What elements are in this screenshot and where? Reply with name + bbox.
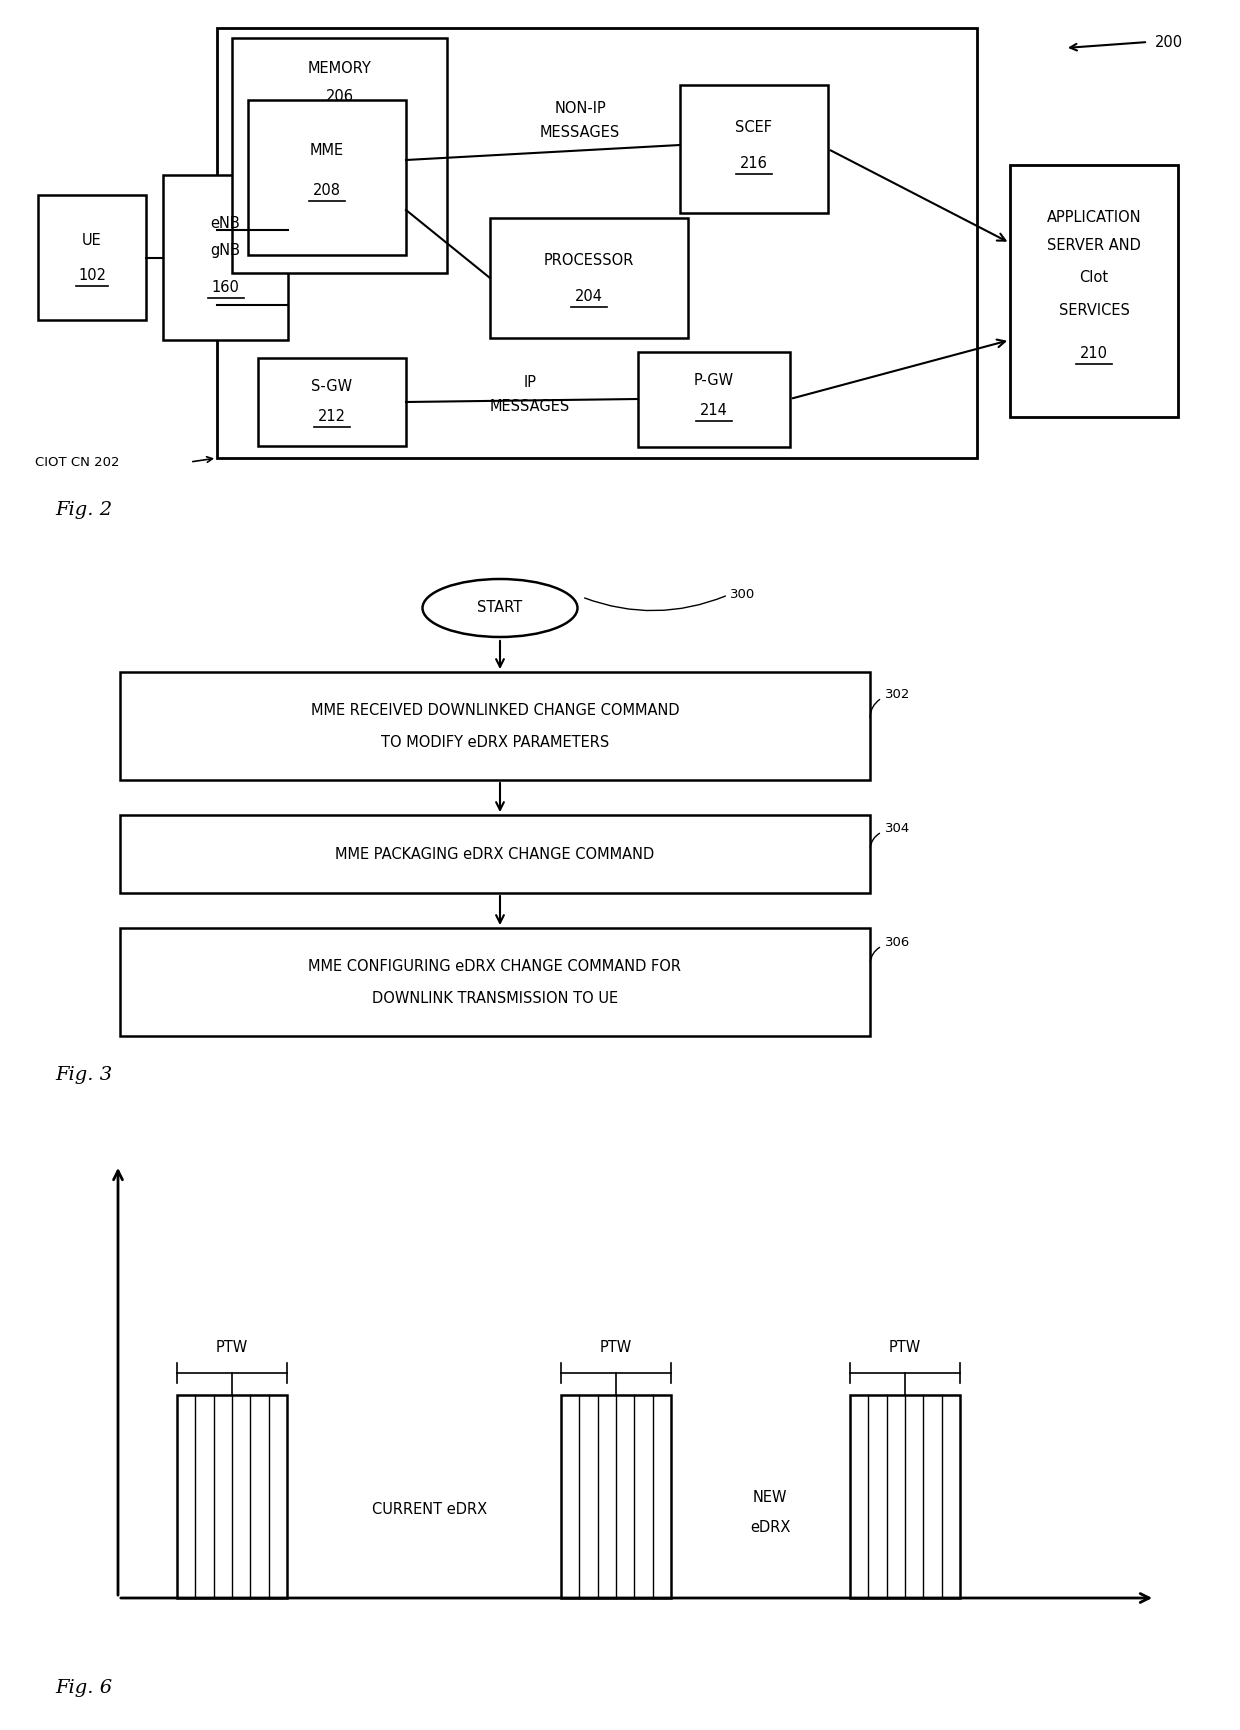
Bar xyxy=(680,85,828,213)
Bar xyxy=(258,358,405,446)
Text: MME: MME xyxy=(310,142,343,157)
Text: 210: 210 xyxy=(1080,346,1109,360)
Bar xyxy=(217,28,977,458)
Text: 214: 214 xyxy=(701,403,728,417)
Text: 102: 102 xyxy=(78,268,105,282)
Text: PTW: PTW xyxy=(600,1339,632,1355)
Bar xyxy=(490,218,688,337)
Text: CURRENT eDRX: CURRENT eDRX xyxy=(372,1502,487,1517)
Bar xyxy=(162,175,288,341)
Text: SERVER AND: SERVER AND xyxy=(1047,237,1141,253)
Text: MESSAGES: MESSAGES xyxy=(490,398,570,413)
Bar xyxy=(120,927,870,1036)
Text: 206: 206 xyxy=(325,88,353,104)
Bar xyxy=(248,100,405,254)
Ellipse shape xyxy=(423,580,578,637)
Text: 216: 216 xyxy=(740,156,768,171)
Bar xyxy=(177,1394,286,1599)
Text: START: START xyxy=(477,600,522,616)
Text: 208: 208 xyxy=(312,182,341,197)
Text: Fig. 2: Fig. 2 xyxy=(55,502,112,519)
Text: 212: 212 xyxy=(317,408,346,424)
Text: MME PACKAGING eDRX CHANGE COMMAND: MME PACKAGING eDRX CHANGE COMMAND xyxy=(335,846,655,862)
Text: NON-IP: NON-IP xyxy=(554,100,606,116)
Text: SERVICES: SERVICES xyxy=(1059,303,1130,318)
Text: Fig. 3: Fig. 3 xyxy=(55,1066,112,1085)
Text: CIot: CIot xyxy=(1080,270,1109,284)
Bar xyxy=(120,815,870,893)
Text: P-GW: P-GW xyxy=(694,372,734,388)
Text: eDRX: eDRX xyxy=(750,1521,790,1536)
Text: 304: 304 xyxy=(885,822,910,834)
Bar xyxy=(849,1394,960,1599)
Text: SCEF: SCEF xyxy=(735,119,773,135)
Text: 306: 306 xyxy=(885,936,910,948)
Text: CIOT CN 202: CIOT CN 202 xyxy=(35,455,119,469)
Text: MME RECEIVED DOWNLINKED CHANGE COMMAND: MME RECEIVED DOWNLINKED CHANGE COMMAND xyxy=(311,702,680,718)
Text: PTW: PTW xyxy=(889,1339,921,1355)
Text: DOWNLINK TRANSMISSION TO UE: DOWNLINK TRANSMISSION TO UE xyxy=(372,991,618,1005)
Bar xyxy=(38,195,146,320)
Text: MESSAGES: MESSAGES xyxy=(539,125,620,140)
Text: 300: 300 xyxy=(730,588,755,602)
Text: eNB: eNB xyxy=(211,216,241,230)
Text: UE: UE xyxy=(82,232,102,247)
Bar xyxy=(120,671,870,780)
Text: gNB: gNB xyxy=(211,242,241,258)
Text: PROCESSOR: PROCESSOR xyxy=(544,253,634,268)
Text: MME CONFIGURING eDRX CHANGE COMMAND FOR: MME CONFIGURING eDRX CHANGE COMMAND FOR xyxy=(309,958,682,974)
Text: NEW: NEW xyxy=(753,1491,787,1505)
Bar xyxy=(639,351,790,446)
Bar xyxy=(560,1394,671,1599)
Text: MEMORY: MEMORY xyxy=(308,61,372,76)
Text: S-GW: S-GW xyxy=(311,379,352,393)
Text: 200: 200 xyxy=(1154,35,1183,50)
Text: PTW: PTW xyxy=(216,1339,248,1355)
Bar xyxy=(1011,164,1178,417)
Text: IP: IP xyxy=(523,374,537,389)
Text: TO MODIFY eDRX PARAMETERS: TO MODIFY eDRX PARAMETERS xyxy=(381,735,609,749)
Text: APPLICATION: APPLICATION xyxy=(1047,209,1141,225)
Text: 204: 204 xyxy=(575,289,603,303)
Text: Fig. 6: Fig. 6 xyxy=(55,1680,112,1697)
Text: 160: 160 xyxy=(212,280,239,294)
Text: 302: 302 xyxy=(885,689,910,701)
Bar xyxy=(232,38,446,273)
